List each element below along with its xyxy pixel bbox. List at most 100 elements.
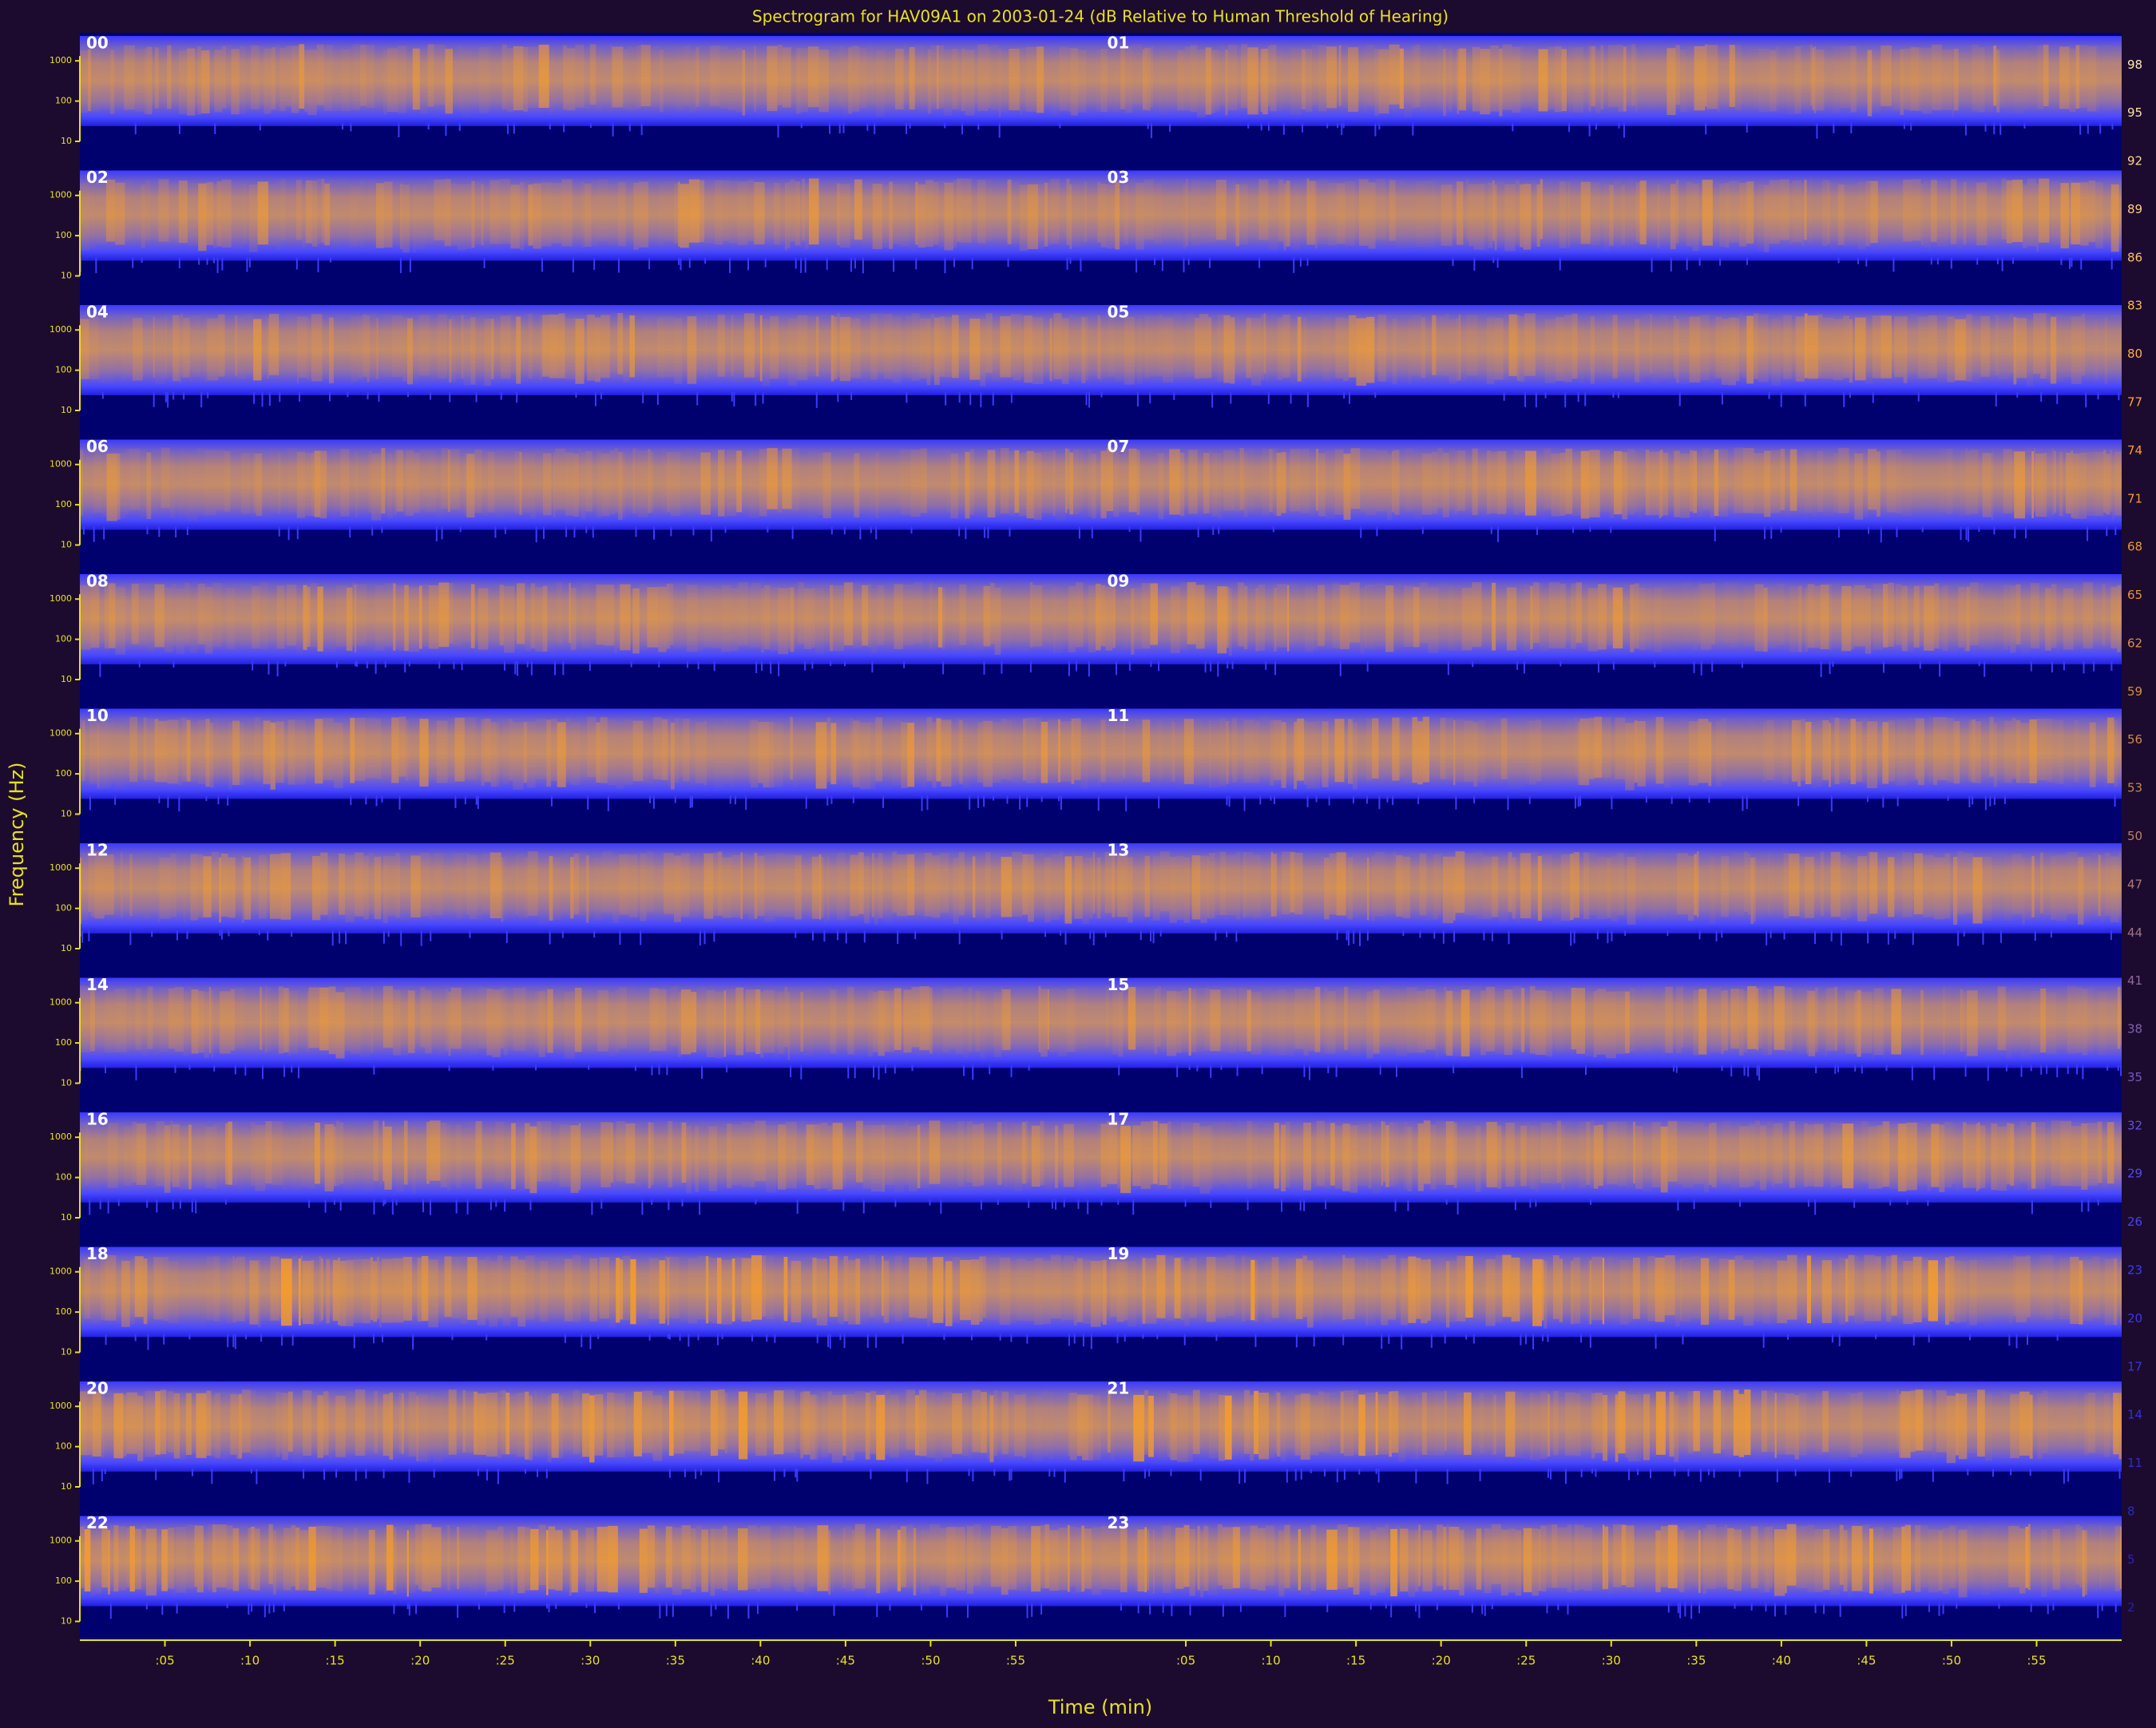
spectrogram-texture	[393, 1389, 398, 1454]
spectrogram-texture	[615, 448, 618, 513]
spectrogram-texture	[2043, 45, 2049, 106]
spectrogram-texture	[2083, 661, 2085, 673]
spectrogram-texture	[447, 1124, 451, 1191]
spectrogram-texture	[299, 392, 300, 402]
spectrogram-texture	[760, 992, 763, 1057]
spectrogram-texture	[246, 257, 248, 271]
spectrogram-texture	[1303, 1123, 1311, 1191]
spectrogram-texture	[1552, 1524, 1557, 1587]
spectrogram-texture	[1832, 1334, 1833, 1342]
spectrogram-texture	[1238, 582, 1244, 646]
spectrogram-texture	[2076, 987, 2082, 1052]
spectrogram-texture	[1278, 180, 1283, 242]
spectrogram-texture	[1550, 1468, 1552, 1480]
spectrogram-texture	[1661, 450, 1663, 517]
spectrogram-texture	[700, 853, 704, 914]
spectrogram-texture	[695, 1126, 699, 1192]
spectrogram-texture	[915, 182, 917, 245]
spectrogram-texture	[1837, 989, 1845, 1055]
spectrogram-texture	[1032, 1126, 1040, 1187]
spectrogram-texture	[1002, 1392, 1009, 1454]
spectrogram-texture	[137, 718, 144, 780]
spectrogram-texture	[1393, 319, 1397, 384]
spectrogram-texture	[1560, 181, 1567, 248]
spectrogram-texture	[228, 723, 232, 790]
spectrogram-texture	[1258, 1393, 1269, 1459]
spectrogram-texture	[1050, 179, 1059, 244]
spectrogram-texture	[269, 392, 271, 406]
spectrogram-texture	[1060, 795, 1062, 810]
spectrogram-texture	[1848, 720, 1851, 780]
spectrogram-texture	[240, 723, 244, 786]
spectrogram-texture	[137, 1396, 143, 1461]
spectrogram-texture	[1948, 718, 1954, 782]
spectrogram-texture	[1143, 986, 1154, 1050]
spectrogram-texture	[114, 723, 124, 789]
spectrogram-texture	[892, 851, 897, 913]
spectrogram-texture	[2067, 986, 2076, 1054]
spectrogram-texture	[1783, 315, 1791, 378]
spectrogram-texture	[1300, 449, 1310, 513]
spectrogram-texture	[711, 1603, 712, 1616]
spectrogram-texture	[1258, 1257, 1264, 1323]
spectrogram-texture	[1939, 1603, 1940, 1615]
spectrogram-texture	[1342, 1124, 1349, 1191]
spectrogram-texture	[1422, 454, 1432, 515]
spectrogram-texture	[334, 723, 343, 788]
spectrogram-texture	[571, 588, 577, 650]
spectrogram-texture	[356, 661, 358, 667]
spectrogram-texture	[2073, 454, 2079, 519]
spectrogram-texture	[1484, 183, 1488, 250]
spectrogram-texture	[445, 1256, 452, 1317]
spectrogram-texture	[1589, 526, 1591, 532]
spectrogram-texture	[1044, 183, 1048, 247]
spectrogram-texture	[1396, 855, 1402, 917]
spectrogram-texture	[623, 49, 628, 109]
spectrogram-texture	[1766, 930, 1767, 945]
spectrogram-texture	[1270, 795, 1272, 800]
spectrogram-texture	[855, 1258, 860, 1324]
spectrogram-texture	[783, 1468, 785, 1477]
spectrogram-texture	[590, 123, 592, 128]
spectrogram-texture	[1887, 450, 1896, 512]
spectrogram-texture	[382, 314, 392, 377]
spectrogram-texture	[221, 854, 228, 917]
spectrogram-texture	[93, 526, 95, 541]
panel-label: 05	[1108, 303, 1130, 322]
spectrogram-texture	[1160, 930, 1162, 937]
spectrogram-texture	[1865, 180, 1870, 246]
spectrogram-texture	[991, 854, 1001, 916]
spectrogram-texture	[858, 852, 864, 914]
spectrogram-texture	[627, 986, 635, 1050]
spectrogram-texture	[763, 392, 764, 404]
spectrogram-texture	[1979, 661, 1980, 666]
spectrogram-texture	[1464, 1393, 1472, 1455]
spectrogram-texture	[1335, 1126, 1342, 1189]
spectrogram-texture	[262, 986, 265, 1049]
spectrogram-texture	[788, 318, 797, 386]
spectrogram-texture	[710, 46, 720, 105]
spectrogram-texture	[379, 1261, 382, 1327]
spectrogram-texture	[393, 584, 395, 651]
spectrogram-texture	[1188, 450, 1197, 513]
spectrogram-texture	[153, 392, 155, 407]
spectrogram-texture	[255, 1528, 260, 1591]
spectrogram-texture	[93, 448, 104, 513]
spectrogram-texture	[309, 317, 311, 379]
spectrogram-texture	[1742, 661, 1743, 668]
spectrogram-texture	[778, 45, 783, 105]
spectrogram-texture	[354, 1334, 355, 1348]
spectrogram-texture	[2095, 319, 2098, 381]
spectrogram-texture	[383, 930, 385, 944]
spectrogram-texture	[1101, 392, 1103, 398]
spectrogram-texture	[1142, 1334, 1143, 1338]
spectrogram-texture	[662, 1390, 669, 1453]
spectrogram-texture	[2040, 853, 2043, 914]
spectrogram-texture	[1585, 992, 1594, 1056]
spectrogram-texture	[1360, 449, 1365, 512]
spectrogram-texture	[1985, 123, 1987, 132]
spectrogram-texture	[1103, 1260, 1107, 1325]
spectrogram-texture	[2059, 452, 2063, 517]
spectrogram-texture	[467, 1257, 477, 1320]
spectrogram-texture	[1237, 45, 1241, 110]
